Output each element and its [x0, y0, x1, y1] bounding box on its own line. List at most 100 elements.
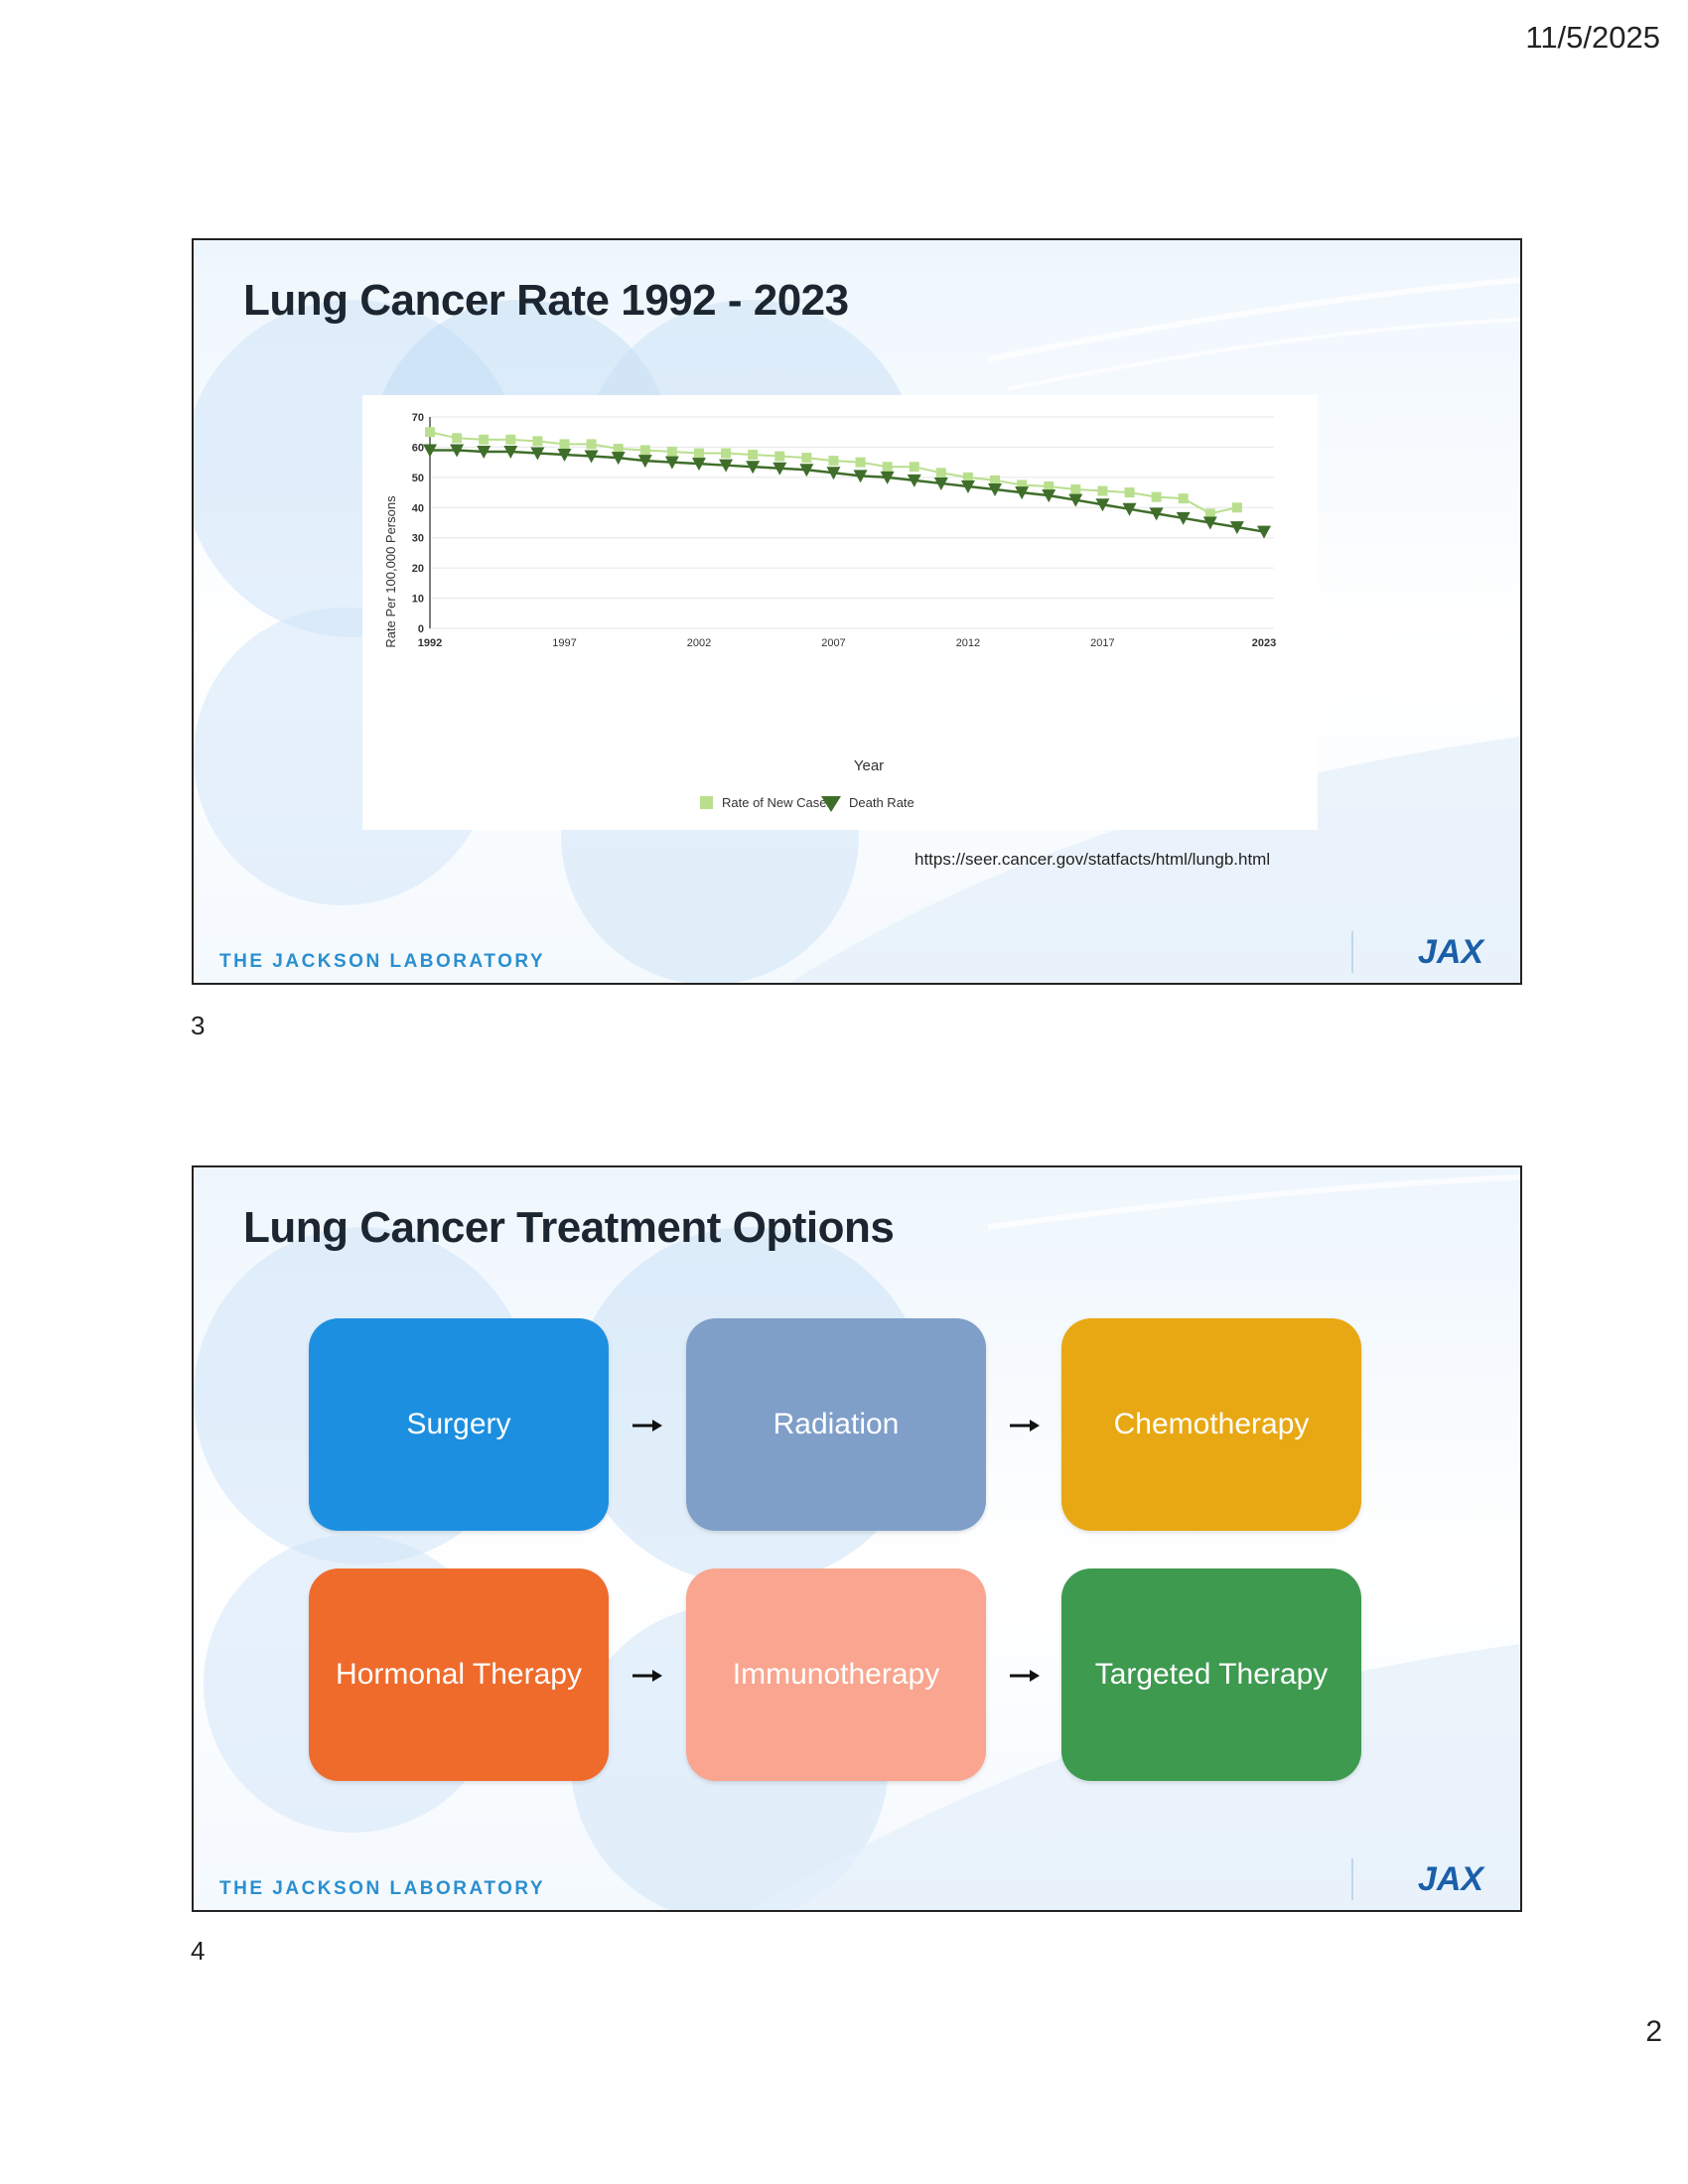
new-cases-point — [774, 451, 785, 462]
new-cases-point — [1231, 502, 1242, 513]
death-rate-point — [1149, 507, 1164, 521]
death-rate-point — [503, 445, 518, 459]
option-surgery: Surgery — [309, 1318, 609, 1531]
y-tick-label: 50 — [412, 473, 424, 484]
death-rate-point — [584, 450, 599, 464]
legend-marker-death-rate — [821, 796, 841, 812]
death-rate-point — [637, 455, 652, 469]
new-cases-point — [1151, 491, 1162, 502]
y-tick-label: 70 — [412, 412, 424, 424]
slide-background — [194, 1174, 1520, 1910]
chart-ticks: 0 10 20 30 40 50 60 70 1992 1997 2002 2007 2012 2017 2… — [412, 412, 1276, 649]
death-rate-point — [933, 477, 948, 490]
death-rate-point — [799, 464, 814, 478]
new-cases-point — [1124, 487, 1135, 498]
death-rate-point — [1042, 489, 1056, 503]
page-date: 11/5/2025 — [1525, 20, 1660, 55]
y-tick-label: 10 — [412, 594, 424, 606]
x-tick-label: 2007 — [821, 637, 845, 649]
new-cases-point — [452, 433, 463, 444]
slide-title: Lung Cancer Rate 1992 - 2023 — [243, 276, 849, 325]
legend-label-new-cases: Rate of New Cases — [722, 795, 833, 810]
option-radiation: Radiation — [686, 1318, 986, 1531]
death-rate-point — [423, 444, 437, 458]
death-rate-point — [1015, 486, 1030, 500]
death-rate-point — [746, 461, 761, 475]
new-cases-point — [666, 446, 677, 457]
jax-logo: JAX — [1418, 1860, 1485, 1898]
new-cases-point — [855, 457, 866, 468]
death-rate-point — [1257, 525, 1271, 539]
death-rate-point — [1229, 521, 1244, 535]
new-cases-point — [613, 443, 624, 454]
new-cases-point — [639, 445, 650, 456]
new-cases-point — [1017, 479, 1028, 490]
footer-org-name: THE JACKSON LABORATORY — [219, 951, 546, 972]
death-rate-point — [557, 449, 572, 463]
death-rate-point — [450, 444, 465, 458]
source-url[interactable]: https://seer.cancer.gov/statfacts/html/l… — [914, 850, 1271, 869]
svg-text:JAX: JAX — [1418, 1860, 1485, 1898]
new-cases-point — [693, 448, 704, 459]
x-tick-label: 2023 — [1252, 637, 1276, 649]
new-cases-point — [1178, 493, 1189, 504]
chart-x-axis-label: Year — [854, 757, 884, 774]
death-rate-point — [960, 479, 975, 493]
new-cases-point — [586, 439, 597, 450]
death-rate-point — [719, 459, 734, 473]
new-cases-point — [479, 434, 490, 445]
new-cases-point — [748, 450, 759, 461]
new-cases-point — [1070, 484, 1081, 495]
death-rate-point — [1068, 493, 1083, 507]
new-cases-point — [962, 472, 973, 482]
chart-legend: Rate of New Cases Death Rate — [700, 795, 914, 812]
option-hormonal-therapy: Hormonal Therapy — [309, 1569, 609, 1781]
slide-number: 4 — [191, 1936, 206, 1966]
legend-swatch-new-cases — [700, 796, 713, 809]
x-tick-label: 1997 — [552, 637, 576, 649]
new-cases-point — [882, 462, 893, 473]
x-tick-label: 2002 — [687, 637, 711, 649]
arrow-right-icon — [633, 1670, 662, 1682]
new-cases-point — [828, 456, 839, 467]
death-rate-point — [853, 470, 868, 483]
death-rate-point — [691, 458, 706, 472]
death-rate-point — [611, 452, 626, 466]
option-targeted-therapy: Targeted Therapy — [1061, 1569, 1361, 1781]
new-cases-point — [909, 462, 919, 473]
new-cases-point — [425, 427, 435, 438]
page-number: 2 — [1645, 2015, 1662, 2048]
death-rate-point — [1095, 498, 1110, 512]
new-cases-point — [990, 475, 1001, 485]
slide-lung-cancer-rate: Lung Cancer Rate 1992 - 2023 0 10 20 30 40 50… — [192, 238, 1522, 985]
chart-container: 0 10 20 30 40 50 60 70 1992 1997 2002 2007 2012 2017 2… — [362, 395, 1318, 830]
footer-divider — [1351, 931, 1353, 973]
death-rate-point — [880, 471, 895, 484]
new-cases-point — [1097, 485, 1108, 496]
new-cases-point — [1044, 480, 1055, 491]
new-cases-point — [505, 434, 516, 445]
lung-cancer-rate-chart: 0 10 20 30 40 50 60 70 1992 1997 2002 2007 2012 2017 2… — [383, 412, 1276, 812]
x-tick-label: 1992 — [418, 637, 442, 649]
option-immunotherapy: Immunotherapy — [686, 1569, 986, 1781]
new-cases-point — [935, 468, 946, 478]
death-rate-point — [1202, 516, 1217, 530]
jax-logo: JAX — [1418, 933, 1485, 971]
slide-treatment-options: Lung Cancer Treatment Options Surgery Ra… — [192, 1165, 1522, 1912]
death-rate-point — [664, 456, 679, 470]
footer-org-name: THE JACKSON LABORATORY — [219, 1878, 546, 1899]
death-rate-point — [530, 447, 545, 461]
arrow-right-icon — [1010, 1670, 1040, 1682]
chart-y-axis-label: Rate Per 100,000 Persons — [383, 495, 398, 648]
x-tick-label: 2017 — [1090, 637, 1114, 649]
legend-label-death-rate: Death Rate — [849, 795, 914, 810]
new-cases-point — [801, 453, 812, 464]
new-cases-point — [559, 439, 570, 450]
new-cases-point — [721, 448, 732, 459]
death-rate-point — [907, 474, 921, 487]
footer-divider — [1351, 1858, 1353, 1900]
slide-title: Lung Cancer Treatment Options — [243, 1203, 895, 1252]
death-rate-point — [773, 462, 787, 476]
death-rate-point — [826, 467, 841, 480]
x-tick-label: 2012 — [956, 637, 980, 649]
